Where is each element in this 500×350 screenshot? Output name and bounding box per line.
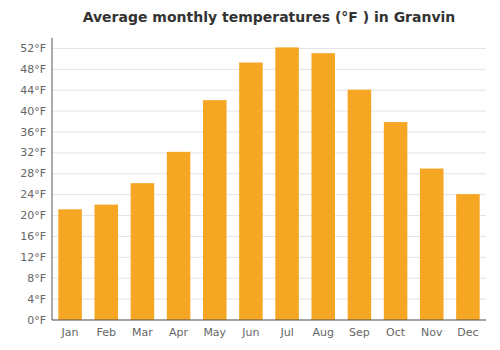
y-tick-label: 20°F — [20, 209, 46, 222]
y-tick-label: 24°F — [20, 188, 46, 201]
x-tick-label: Mar — [132, 326, 153, 339]
x-tick-label: May — [203, 326, 226, 339]
x-axis-line — [52, 320, 486, 321]
y-tick-label: 16°F — [20, 230, 46, 243]
x-tick-label: Feb — [97, 326, 116, 339]
y-axis-line — [52, 38, 53, 320]
y-tick-label: 44°F — [20, 84, 46, 97]
bar — [131, 183, 155, 320]
y-tick-label: 48°F — [20, 63, 46, 76]
page: {"chart_data": {"type": "bar", "title": … — [0, 0, 500, 350]
bar — [275, 47, 299, 320]
x-tick-label: Jan — [61, 326, 79, 339]
x-tick-labels: Jan Feb Mar Apr May Jun Jul Aug Sep Oct Nov Dec — [61, 326, 479, 339]
grid-line — [52, 320, 486, 321]
x-tick-label: Jul — [279, 326, 293, 339]
bar — [58, 209, 82, 320]
x-tick-label: Dec — [457, 326, 478, 339]
x-tick-label: Aug — [313, 326, 334, 339]
x-tick-label: Sep — [349, 326, 370, 339]
grid-line — [52, 132, 486, 133]
bar — [311, 53, 335, 320]
grid-line — [52, 152, 486, 153]
y-grid — [52, 48, 486, 320]
x-tick-label: Oct — [386, 326, 406, 339]
y-tick-label: 12°F — [20, 251, 46, 264]
grid-line — [52, 90, 486, 91]
chart-title: Average monthly temperatures (°F ) in Gr… — [83, 9, 456, 25]
x-tick-label: Apr — [169, 326, 189, 339]
y-tick-label: 40°F — [20, 105, 46, 118]
y-tick-label: 36°F — [20, 126, 46, 139]
y-tick-labels: 0°F 4°F 8°F 12°F 16°F 20°F 24°F 28°F 32°F 36°F 40°… — [20, 42, 46, 327]
axes — [52, 38, 486, 320]
y-tick-label: 8°F — [27, 272, 46, 285]
grid-line — [52, 48, 486, 49]
bar — [348, 90, 372, 320]
grid-line — [52, 111, 486, 112]
y-tick-label: 4°F — [27, 293, 46, 306]
bar — [239, 63, 263, 320]
x-tick-label: Nov — [421, 326, 443, 339]
chart-svg: 0°F 4°F 8°F 12°F 16°F 20°F 24°F 28°F 32°F 36°F 40°… — [0, 0, 500, 350]
bar — [203, 100, 227, 320]
y-tick-label: 52°F — [20, 42, 46, 55]
bar — [94, 205, 118, 320]
y-tick-label: 32°F — [20, 146, 46, 159]
y-tick-label: 0°F — [27, 314, 46, 327]
chart-container: 0°F 4°F 8°F 12°F 16°F 20°F 24°F 28°F 32°F 36°F 40°… — [0, 0, 500, 350]
bar — [456, 194, 480, 320]
y-tick-label: 28°F — [20, 167, 46, 180]
bars — [58, 47, 479, 320]
x-tick-label: Jun — [241, 326, 259, 339]
bar — [420, 169, 444, 320]
bar — [384, 122, 408, 320]
bar — [167, 152, 191, 320]
grid-line — [52, 69, 486, 70]
